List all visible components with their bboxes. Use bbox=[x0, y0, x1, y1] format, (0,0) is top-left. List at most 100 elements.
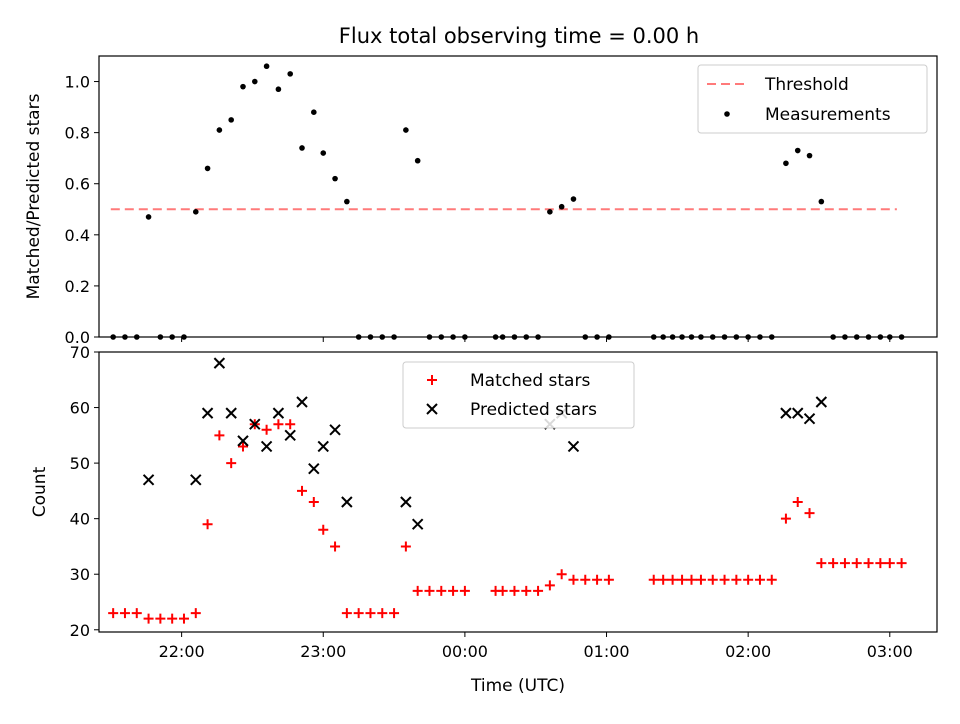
predicted-star-point bbox=[329, 424, 341, 436]
measurement-point bbox=[438, 334, 445, 340]
measurement-point bbox=[391, 334, 397, 340]
measurement-point bbox=[794, 147, 801, 154]
matched-star-point bbox=[365, 608, 376, 619]
measurement-point bbox=[216, 127, 223, 133]
matched-star-point bbox=[509, 585, 520, 596]
measurement-point bbox=[228, 117, 234, 123]
matched-star-point bbox=[766, 574, 777, 585]
predicted-star-point bbox=[308, 462, 320, 475]
measurement-point bbox=[499, 334, 506, 340]
matched-star-point bbox=[167, 613, 178, 624]
measurement-point bbox=[299, 145, 305, 151]
predicted-star-point bbox=[780, 407, 792, 419]
predicted-star-point bbox=[190, 474, 202, 486]
measurement-point bbox=[733, 334, 740, 340]
measurement-point bbox=[157, 334, 164, 340]
measurement-point bbox=[669, 334, 676, 340]
bottom-ylabel: Count bbox=[30, 466, 50, 517]
measurement-point bbox=[403, 127, 409, 133]
matched-star-point bbox=[828, 558, 839, 569]
matched-star-point bbox=[851, 558, 862, 569]
legend-measurements-swatch bbox=[724, 111, 730, 117]
matched-star-point bbox=[448, 585, 459, 596]
measurement-point bbox=[582, 334, 589, 340]
matched-star-point bbox=[816, 558, 827, 569]
bottom-xlabel: Time (UTC) bbox=[470, 676, 565, 696]
measurement-point bbox=[547, 209, 553, 215]
predicted-star-point bbox=[296, 396, 308, 408]
bottom-ytick-label: 40 bbox=[70, 510, 90, 529]
measurement-point bbox=[311, 109, 317, 115]
measurement-point bbox=[757, 334, 763, 340]
measurement-point bbox=[275, 86, 282, 93]
matched-star-point bbox=[658, 574, 669, 585]
measurement-point bbox=[877, 334, 884, 340]
legend-predicted-label: Predicted stars bbox=[470, 400, 597, 420]
matched-star-point bbox=[190, 608, 201, 619]
matched-star-point bbox=[424, 585, 435, 596]
matched-star-point bbox=[389, 608, 400, 619]
predicted-star-point bbox=[201, 407, 214, 419]
predicted-star-point bbox=[249, 418, 261, 430]
matched-star-point bbox=[780, 513, 791, 524]
measurement-point bbox=[287, 71, 294, 77]
matched-star-point bbox=[719, 574, 730, 585]
predicted-star-point bbox=[400, 496, 412, 508]
predicted-star-point bbox=[411, 518, 424, 530]
predicted-star-point bbox=[317, 440, 329, 453]
measurement-point bbox=[898, 334, 905, 340]
bottom-axes: 20 30 40 50 60 70 22:00 23:00 00:00 01:00 02:00 03:… bbox=[30, 343, 938, 696]
measurement-point bbox=[133, 334, 140, 340]
matched-star-point bbox=[273, 419, 284, 430]
measurement-point bbox=[594, 334, 600, 340]
chart-title: Flux total observing time = 0.00 h bbox=[339, 24, 699, 48]
legend-threshold-label: Threshold bbox=[764, 75, 849, 95]
bottom-legend-box bbox=[402, 361, 635, 429]
bottom-ytick-label: 70 bbox=[70, 343, 90, 362]
top-legend: Threshold Measurements bbox=[697, 64, 928, 134]
matched-star-point bbox=[556, 569, 567, 580]
measurement-point bbox=[355, 334, 362, 340]
predicted-star-point bbox=[815, 396, 828, 408]
measurement-point bbox=[721, 334, 728, 340]
bottom-xtick-label: 00:00 bbox=[442, 642, 488, 661]
measurement-point bbox=[240, 83, 246, 90]
matched-star-point bbox=[875, 558, 886, 569]
predicted-star-point bbox=[225, 407, 237, 419]
bottom-xtick-label: 03:00 bbox=[867, 642, 913, 661]
measurement-point bbox=[344, 198, 350, 205]
bottom-legend: Matched stars Predicted stars bbox=[402, 361, 635, 429]
bottom-xtick-label: 02:00 bbox=[725, 642, 771, 661]
matched-star-point bbox=[603, 574, 614, 585]
matched-star-point bbox=[400, 541, 411, 552]
matched-star-point bbox=[792, 497, 803, 507]
measurement-point bbox=[523, 334, 530, 340]
measurement-point bbox=[181, 334, 187, 340]
measurement-point bbox=[886, 334, 893, 340]
matched-star-point bbox=[533, 585, 544, 596]
matched-star-point bbox=[754, 574, 765, 585]
matched-star-point bbox=[108, 608, 119, 619]
matched-star-point bbox=[119, 608, 130, 619]
measurement-point bbox=[688, 334, 695, 340]
measurement-point bbox=[426, 334, 433, 340]
measurement-point bbox=[204, 165, 211, 172]
measurement-point bbox=[263, 63, 270, 70]
predicted-star-point bbox=[792, 407, 804, 419]
matched-star-point bbox=[436, 585, 447, 596]
matched-star-point bbox=[202, 519, 213, 530]
measurement-point bbox=[169, 334, 175, 340]
measurement-point bbox=[145, 214, 152, 220]
matched-star-point bbox=[131, 608, 142, 619]
measurement-point bbox=[606, 334, 612, 340]
measurement-point bbox=[251, 78, 258, 85]
matched-star-point bbox=[686, 574, 697, 585]
matched-star-point bbox=[412, 585, 423, 596]
matched-star-point bbox=[743, 574, 754, 585]
matched-star-point bbox=[896, 558, 907, 569]
matched-star-point bbox=[226, 458, 237, 469]
top-ytick-label: 0.0 bbox=[65, 328, 90, 347]
measurement-point bbox=[511, 334, 518, 340]
matched-star-point bbox=[285, 419, 296, 430]
